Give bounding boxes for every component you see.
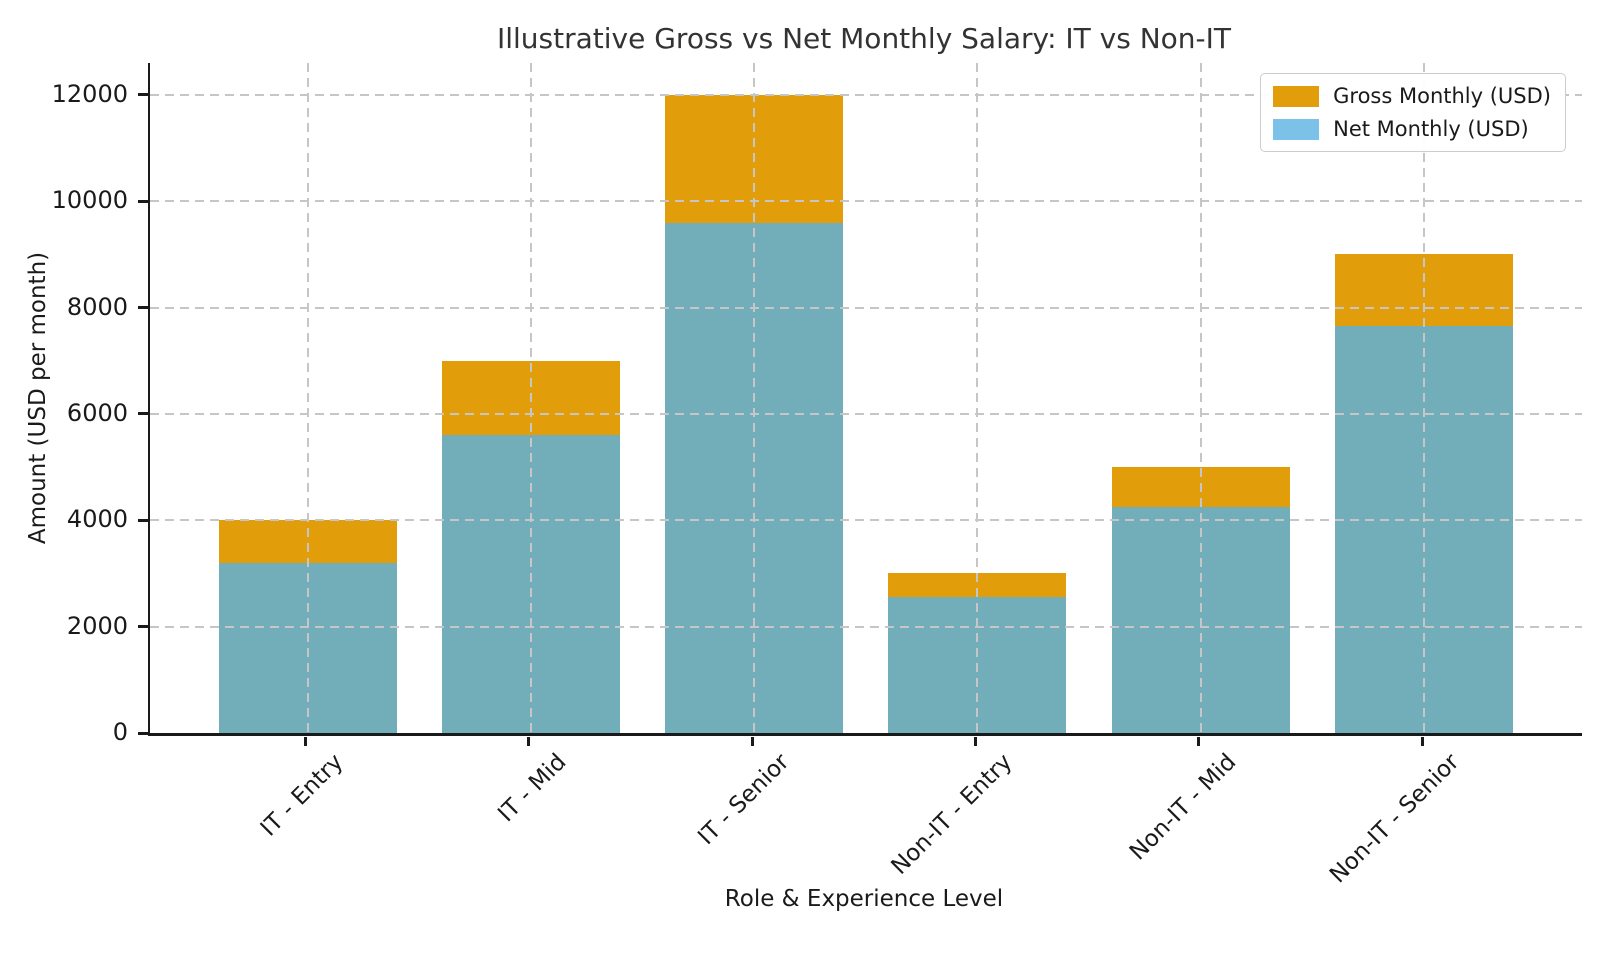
- v-gridline-non-it-mid: [1199, 63, 1202, 733]
- v-gridline-it-mid: [529, 63, 532, 733]
- x-axis-label: Role & Experience Level: [724, 886, 1004, 912]
- h-gridline-8000: [150, 306, 1582, 309]
- y-tick-label-12000: 12000: [51, 79, 128, 108]
- x-tick-label-it-entry: IT - Entry: [255, 749, 348, 842]
- legend-label-gross: Gross Monthly (USD): [1333, 84, 1551, 108]
- v-gridline-it-entry: [306, 63, 309, 733]
- x-tick-mark-it-mid: [527, 736, 531, 746]
- x-tick-label-it-senior: IT - Senior: [693, 749, 795, 851]
- v-gridline-it-senior: [753, 63, 756, 733]
- x-tick-label-non-it-senior: Non-IT - Senior: [1324, 749, 1465, 889]
- plot-area: Gross Monthly (USD) Net Monthly (USD): [148, 63, 1582, 736]
- y-tick-mark-4000: [138, 518, 148, 522]
- y-tick-label-2000: 2000: [66, 611, 128, 640]
- y-tick-mark-6000: [138, 412, 148, 416]
- legend-swatch-net: [1273, 118, 1320, 140]
- h-gridline-2000: [150, 625, 1582, 628]
- h-gridline-12000: [150, 93, 1582, 96]
- x-tick-mark-non-it-senior: [1420, 736, 1424, 746]
- y-tick-label-0: 0: [112, 718, 128, 746]
- x-tick-mark-non-it-mid: [1197, 736, 1201, 746]
- legend-entry-gross: Gross Monthly (USD): [1273, 84, 1551, 108]
- x-tick-label-it-mid: IT - Mid: [492, 749, 572, 828]
- chart-title: Illustrative Gross vs Net Monthly Salary…: [496, 22, 1232, 55]
- legend: Gross Monthly (USD) Net Monthly (USD): [1260, 73, 1566, 152]
- v-gridline-non-it-senior: [1423, 63, 1425, 733]
- legend-entry-net: Net Monthly (USD): [1273, 117, 1551, 141]
- h-gridline-4000: [150, 519, 1582, 522]
- y-tick-mark-12000: [138, 93, 148, 97]
- y-tick-label-4000: 4000: [66, 505, 128, 534]
- y-tick-mark-2000: [138, 625, 148, 629]
- x-tick-label-non-it-mid: Non-IT - Mid: [1124, 749, 1242, 866]
- x-tick-mark-it-entry: [304, 736, 307, 746]
- x-tick-mark-non-it-entry: [973, 736, 977, 746]
- x-tick-mark-it-senior: [750, 736, 754, 746]
- y-tick-label-8000: 8000: [66, 292, 128, 321]
- x-tick-label-non-it-entry: Non-IT - Entry: [886, 749, 1018, 880]
- legend-swatch-gross: [1273, 85, 1320, 107]
- y-tick-mark-10000: [138, 199, 148, 203]
- legend-label-net: Net Monthly (USD): [1333, 117, 1529, 141]
- y-tick-mark-0: [138, 731, 148, 735]
- h-gridline-10000: [150, 200, 1582, 203]
- y-tick-label-6000: 6000: [66, 398, 128, 427]
- y-tick-label-10000: 10000: [51, 186, 128, 215]
- h-gridline-6000: [150, 412, 1582, 415]
- v-gridline-non-it-entry: [976, 63, 979, 733]
- y-tick-mark-8000: [138, 306, 148, 310]
